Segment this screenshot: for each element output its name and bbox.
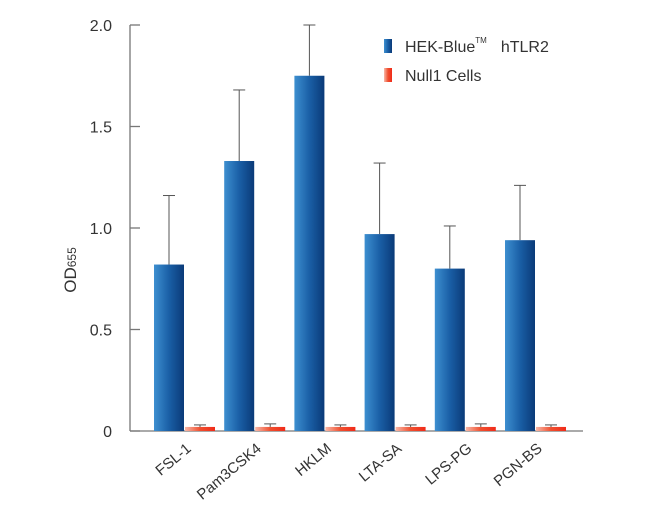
bar-hek-blue-pgn-bs: [505, 240, 535, 431]
bar-null1-lps-pg: [465, 426, 496, 431]
legend: HEK-BlueTM hTLR2 Null1 Cells: [384, 36, 549, 85]
y-tick-label: 1.5: [90, 120, 112, 137]
bar-null1-fsl-1: [185, 426, 215, 431]
legend-swatch-null1: [384, 68, 392, 82]
bar-null1-lta-sa: [395, 426, 426, 431]
bar-hek-blue-hklm: [294, 75, 325, 431]
x-tick-label: Pam3CSK4: [194, 440, 265, 503]
bar-hek-blue-fsl-1: [154, 264, 184, 431]
x-tick-label: LPS-PG: [422, 440, 475, 488]
bar-null1-hklm: [325, 426, 356, 431]
legend-label-hek-blue: HEK-BlueTM hTLR2: [405, 36, 549, 56]
x-tick-label: PGN-BS: [491, 440, 546, 490]
legend-swatch-hek-blue: [384, 39, 392, 53]
bar-null1-pam3csk4: [255, 426, 286, 431]
y-tick-label: 0.5: [90, 323, 112, 340]
x-tick-label: HKLM: [292, 440, 335, 480]
bar-hek-blue-lta-sa: [364, 234, 395, 431]
y-tick-label: 2.0: [90, 18, 112, 35]
legend-label-null1: Null1 Cells: [405, 68, 481, 85]
x-tick-label: FSL-1: [152, 440, 194, 479]
x-tick-label: LTA-SA: [356, 440, 405, 485]
bar-hek-blue-pam3csk4: [224, 161, 255, 431]
y-tick-label: 0: [103, 424, 112, 441]
bar-hek-blue-lps-pg: [434, 268, 465, 431]
y-axis-label: OD655: [61, 247, 80, 293]
bar-null1-pgn-bs: [536, 426, 566, 431]
y-tick-label: 1.0: [90, 221, 112, 238]
